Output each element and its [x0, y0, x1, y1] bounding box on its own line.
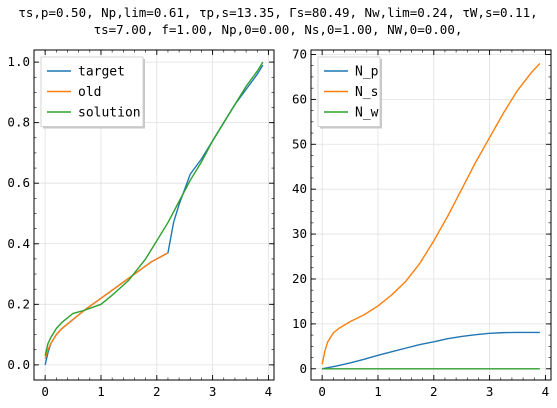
right-y-tick-label: 0: [299, 361, 307, 376]
right-x-tick-label: 1: [374, 384, 382, 399]
right-legend-label: N_s: [355, 85, 378, 100]
left-x-tick-label: 2: [153, 384, 161, 399]
right-series-line-n-s: [321, 62, 541, 365]
right-y-tick-label: 60: [292, 91, 307, 106]
left-y-tick-label: 0.6: [7, 175, 30, 190]
right-legend-label: N_p: [355, 65, 379, 80]
left-series-line-old: [44, 252, 169, 360]
right-y-tick-label: 30: [292, 226, 307, 241]
right-y-tick-label: 40: [292, 181, 307, 196]
right-x-tick-label: 2: [430, 384, 438, 399]
right-y-tick-label: 20: [292, 271, 307, 286]
left-x-tick-label: 3: [209, 384, 217, 399]
left-legend-label: solution: [78, 106, 141, 121]
figure-title-line-2: τs=7.00, f=1.00, Np,0=0.00, Ns,0=1.00, N…: [94, 22, 463, 37]
left-y-tick-label: 0.0: [7, 357, 30, 372]
right-x-tick-label: 3: [486, 384, 494, 399]
left-series-group: [44, 61, 264, 366]
left-y-tick-label: 1.0: [7, 54, 30, 69]
left-x-tick-label: 1: [97, 384, 105, 399]
left-x-tick-label: 4: [265, 384, 273, 399]
right-legend: N_p N_s N_w: [317, 56, 382, 129]
left-y-tick-label: 0.8: [7, 115, 30, 130]
figure-title-line-1: τs,p=0.50, Np,lim=0.61, τp,s=13.35, Γs=8…: [18, 5, 537, 20]
right-y-tick-label: 70: [292, 46, 307, 61]
left-series-line-solution: [44, 61, 264, 356]
right-series-group: [321, 62, 541, 370]
right-x-tick-label: 4: [542, 384, 550, 399]
left-ticks: 0 1 2 3 4 0.0 0.2 0.4 0.6 0.8 1.0: [7, 50, 274, 399]
left-legend-label: target: [78, 65, 125, 80]
right-x-tick-label: 0: [318, 384, 326, 399]
left-legend-label: old: [78, 85, 101, 100]
left-x-tick-label: 0: [41, 384, 49, 399]
left-legend: target old solution: [40, 56, 145, 129]
right-axes-frame: [310, 49, 552, 381]
left-plot: 0 1 2 3 4 0.0 0.2 0.4 0.6 0.8 1.0 target old solution: [7, 49, 275, 399]
right-y-tick-label: 10: [292, 316, 307, 331]
left-axes-frame: [33, 49, 275, 381]
left-y-tick-label: 0.4: [7, 236, 30, 251]
right-y-tick-label: 50: [292, 136, 307, 151]
left-y-tick-label: 0.2: [7, 296, 30, 311]
right-series-line-n-p: [322, 331, 540, 370]
right-legend-label: N_w: [355, 106, 379, 121]
